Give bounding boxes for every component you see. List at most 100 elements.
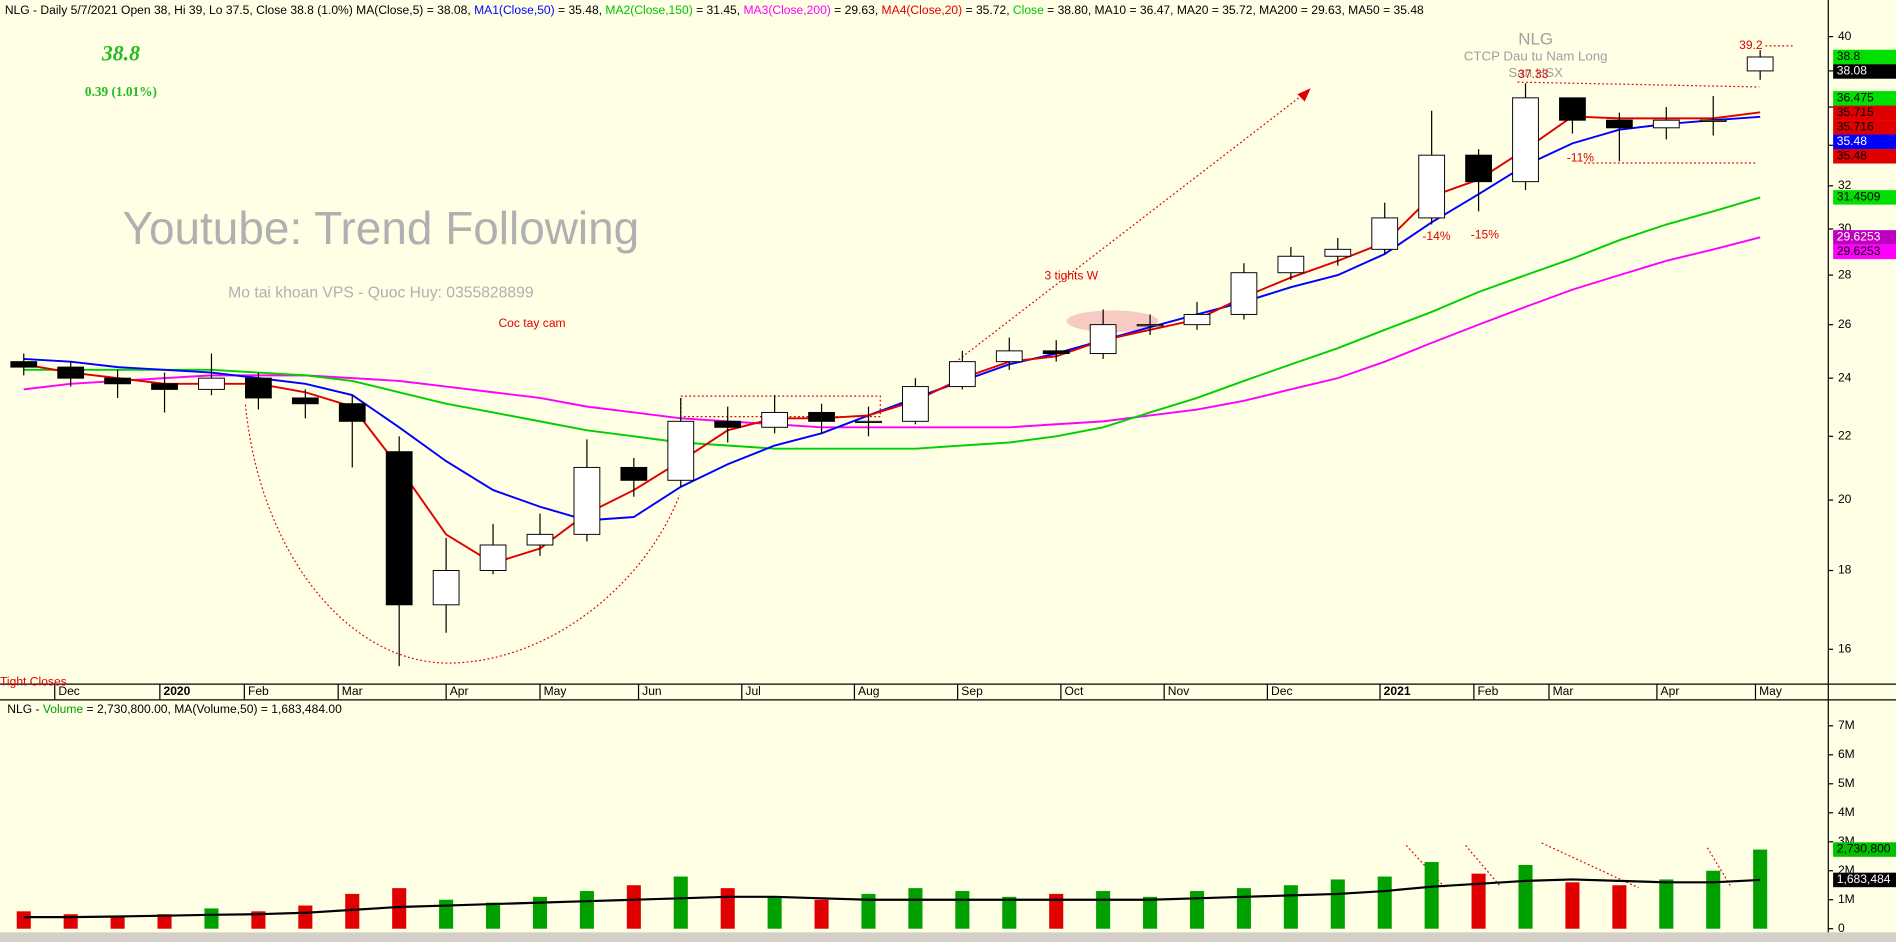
volume-bar — [1143, 896, 1158, 929]
candle-body — [1465, 154, 1492, 183]
header-segment: NLG - — [7, 702, 43, 716]
candle-body — [1042, 350, 1070, 355]
header-segment: = 38.80, MA10 = 36.47, MA20 = 35.72, MA2… — [1044, 3, 1424, 17]
price-tag-label: 1,683,484 — [1837, 872, 1891, 886]
volume-bar — [1002, 896, 1017, 929]
price-tag — [1833, 134, 1896, 150]
header-segment: NLG - Daily 5/7/2021 Open 38, Hi 39, Lo … — [5, 3, 474, 17]
volume-bar — [1236, 888, 1251, 929]
volume-bar — [1659, 879, 1674, 929]
volume-bar — [955, 891, 970, 929]
volume-bar — [345, 893, 360, 929]
company: CTCP Dau tu Nam Long — [1464, 48, 1608, 63]
y-tick-label: 32 — [1838, 178, 1852, 192]
y-tick-label: 20 — [1838, 492, 1852, 506]
arrow-head — [1297, 88, 1311, 102]
candle-body — [855, 420, 882, 424]
sheet-tabs — [0, 932, 1896, 942]
trend-arrow — [954, 93, 1304, 363]
candle-body — [620, 466, 648, 481]
y-tick-label: 5M — [1838, 776, 1855, 790]
candle-body — [1559, 97, 1586, 121]
volume-bar — [579, 891, 594, 929]
x-tick-label: Nov — [1168, 684, 1189, 698]
price-tag — [1833, 190, 1896, 205]
annotation: Tight Closes — [0, 675, 67, 689]
header-segment: = 35.72, — [962, 3, 1013, 17]
y-tick-label: 18 — [1838, 563, 1852, 577]
price-tag — [1833, 91, 1896, 106]
x-tick-label: May — [1759, 684, 1783, 698]
header-segment: = 35.48, — [555, 3, 606, 17]
x-tick-label: 2020 — [163, 684, 190, 698]
price-tag-label: 35.48 — [1837, 134, 1868, 148]
y-tick-label: 4M — [1838, 805, 1855, 819]
volume-bar — [626, 885, 641, 929]
candle-body — [432, 570, 460, 606]
candle-body — [338, 403, 366, 422]
ma-line — [23, 115, 1761, 522]
volume-bar — [1518, 864, 1533, 929]
header-segment: MA4(Close,20) — [882, 3, 963, 17]
exchange: San HSX — [1508, 65, 1563, 80]
candle-body — [1512, 97, 1539, 183]
header-segment: = 29.63, — [831, 3, 882, 17]
symbol: NLG — [1518, 29, 1553, 48]
header-segment: MA1(Close,50) — [474, 3, 555, 17]
candle-body — [198, 377, 225, 390]
volume-bar — [1189, 891, 1205, 929]
candle-body — [948, 361, 976, 388]
x-tick-label: Aug — [858, 684, 880, 698]
candle-body — [245, 377, 272, 399]
price-tag-label: 35.48 — [1837, 148, 1868, 162]
volume-bar — [908, 888, 923, 929]
header-segment: MA2(Close,150) — [605, 3, 692, 17]
volume-bar — [720, 888, 735, 929]
x-tick-label: Apr — [1661, 684, 1680, 698]
price-tag-label: 36.475 — [1837, 90, 1874, 104]
candle-body — [104, 377, 132, 385]
annotation: -15% — [1471, 228, 1499, 242]
x-tick-label: Mar — [1553, 684, 1574, 698]
volume-header: NLG - Volume = 2,730,800.00, MA(Volume,5… — [7, 702, 342, 716]
candle-body — [1371, 217, 1399, 250]
candle-body — [1746, 56, 1774, 72]
candle-body — [1183, 313, 1211, 326]
candle-body — [1605, 119, 1633, 129]
price-tag — [1833, 244, 1896, 260]
candle-body — [667, 420, 695, 481]
x-tick-label: Dec — [1271, 684, 1292, 698]
annotation: -11% — [1567, 150, 1595, 164]
candle-body — [1230, 272, 1258, 315]
annotation: 3 tights W — [1044, 269, 1098, 283]
x-tick-label: Mar — [342, 684, 363, 698]
candle-body — [1324, 248, 1352, 257]
header-segment: MA3(Close,200) — [743, 3, 830, 17]
price-tag — [1833, 230, 1896, 245]
volume-bar — [1096, 891, 1111, 929]
price-tag — [1833, 64, 1896, 79]
watermark-sub: Mo tai khoan VPS - Quoc Huy: 0355828899 — [228, 285, 533, 302]
plot: 16182022242628303234363840Dec2020FebMarA… — [10, 29, 1896, 935]
header-segment: = 31.45, — [693, 3, 744, 17]
volume-bar — [1471, 873, 1486, 929]
volume-bar — [439, 899, 454, 929]
annotation: -14% — [1422, 229, 1450, 243]
volume-arrow — [1541, 842, 1639, 889]
x-tick-label: Feb — [1478, 684, 1499, 698]
header-segment: = 2,730,800.00, MA(Volume,50) = 1,683,48… — [83, 702, 342, 716]
volume-bar — [204, 908, 219, 929]
candle-body — [1418, 154, 1446, 219]
candle-body — [573, 466, 601, 535]
volume-bar — [392, 888, 407, 929]
y-tick-label: 24 — [1838, 370, 1852, 384]
volume-bar — [861, 893, 876, 929]
candle-body — [1136, 324, 1164, 327]
x-tick-label: Jul — [745, 684, 760, 698]
candle-body — [526, 533, 554, 546]
y-tick-label: 40 — [1838, 29, 1852, 43]
y-tick-label: 1M — [1838, 892, 1855, 906]
price-tag-label: 38.8 — [1837, 49, 1861, 63]
volume-bar — [1753, 849, 1768, 929]
candle-body — [902, 386, 929, 422]
